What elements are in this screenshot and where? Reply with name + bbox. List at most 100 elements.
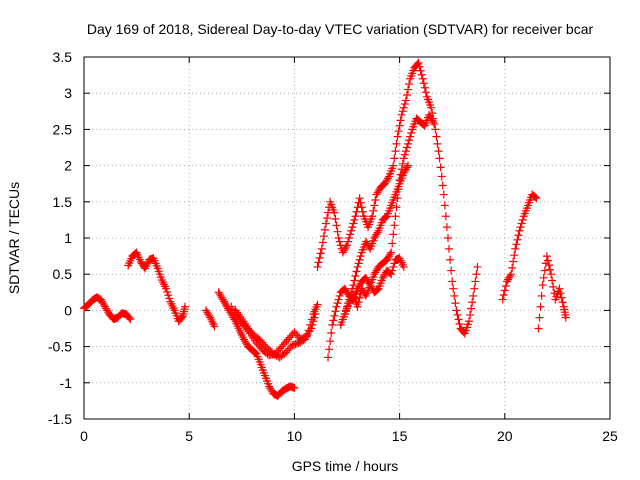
- data-point: [354, 259, 363, 268]
- data-point: [393, 132, 402, 141]
- data-point: [331, 214, 340, 223]
- data-point: [472, 270, 481, 279]
- data-point: [471, 277, 480, 286]
- x-tick-label: 15: [392, 428, 408, 444]
- data-point: [210, 322, 219, 331]
- data-point: [334, 234, 343, 242]
- data-point: [557, 293, 566, 302]
- data-point: [399, 262, 408, 271]
- data-point: [394, 127, 403, 136]
- data-point: [323, 214, 332, 223]
- data-point: [317, 244, 326, 253]
- data-point: [452, 306, 461, 315]
- data-point: [427, 103, 436, 112]
- y-tick-label: 3: [64, 85, 72, 101]
- data-point: [434, 147, 443, 156]
- x-axis-label: GPS time / hours: [292, 458, 399, 474]
- data-point: [558, 298, 567, 307]
- data-point: [332, 302, 341, 311]
- data-point: [429, 118, 438, 127]
- data-point: [168, 302, 177, 311]
- data-point: [417, 70, 426, 79]
- data-point: [508, 263, 517, 272]
- data-point: [433, 139, 442, 148]
- data-point: [371, 195, 380, 204]
- data-point: [442, 223, 451, 232]
- data-point: [446, 255, 455, 264]
- data-point: [509, 257, 518, 266]
- data-point: [470, 284, 479, 293]
- data-point: [420, 83, 429, 92]
- data-point: [388, 239, 397, 248]
- data-point: [330, 311, 339, 320]
- data-point: [332, 221, 341, 230]
- y-tick-label: 2.5: [53, 121, 73, 137]
- data-point: [453, 310, 462, 319]
- data-point: [406, 132, 415, 141]
- data-point: [335, 291, 344, 300]
- data-point: [330, 208, 339, 217]
- data-point: [539, 273, 548, 282]
- data-point: [451, 299, 460, 308]
- data-point: [544, 261, 553, 270]
- data-point: [399, 103, 408, 112]
- data-point: [540, 266, 549, 275]
- x-tick-label: 5: [185, 428, 193, 444]
- data-point: [358, 207, 367, 216]
- data-point: [404, 139, 413, 148]
- data-point: [407, 129, 416, 138]
- data-point: [346, 230, 355, 239]
- data-point: [455, 319, 464, 328]
- data-point: [389, 230, 398, 239]
- data-point: [405, 80, 414, 89]
- data-point: [401, 147, 410, 156]
- data-point: [391, 147, 400, 156]
- data-point: [390, 154, 399, 163]
- data-point: [436, 163, 445, 172]
- data-point: [180, 302, 189, 311]
- y-tick-label: 2: [64, 158, 72, 174]
- data-point: [501, 281, 510, 290]
- data-point: [505, 273, 514, 282]
- data-point: [355, 194, 364, 203]
- data-point: [347, 226, 356, 235]
- data-point: [511, 244, 520, 253]
- data-point: [384, 174, 393, 183]
- data-point: [369, 206, 378, 215]
- data-point: [356, 198, 365, 207]
- data-point: [537, 291, 546, 300]
- y-tick-label: 0.5: [53, 266, 73, 282]
- data-point: [399, 154, 408, 163]
- data-point: [419, 79, 428, 88]
- data-point: [443, 234, 452, 242]
- data-point: [535, 313, 544, 322]
- data-point: [327, 329, 336, 338]
- data-point: [517, 219, 526, 228]
- grid: [84, 57, 610, 419]
- data-point: [512, 240, 521, 249]
- data-point: [506, 272, 515, 281]
- data-point: [351, 212, 360, 221]
- y-tick-label: -0.5: [48, 339, 72, 355]
- data-point: [435, 154, 444, 163]
- data-point: [357, 203, 366, 212]
- data-point: [445, 244, 454, 253]
- data-point: [331, 307, 340, 316]
- data-point: [354, 298, 363, 307]
- data-point: [534, 324, 543, 333]
- axis-ticks: 0 5 10 15 20 25 -1.5 -1 -0.5 0 0.5 1 1.5 2 2.5 3 3.5: [48, 49, 618, 444]
- data-point: [344, 237, 353, 246]
- data-point: [499, 291, 508, 300]
- data-point: [343, 241, 351, 250]
- data-point: [348, 223, 357, 232]
- data-point: [373, 228, 382, 237]
- data-point: [345, 234, 354, 242]
- data-point: [314, 258, 323, 267]
- data-point: [318, 238, 327, 247]
- data-point: [352, 267, 361, 276]
- data-point: [390, 221, 399, 230]
- y-tick-label: 3.5: [53, 49, 73, 65]
- data-point: [428, 116, 437, 125]
- data-point: [313, 300, 322, 309]
